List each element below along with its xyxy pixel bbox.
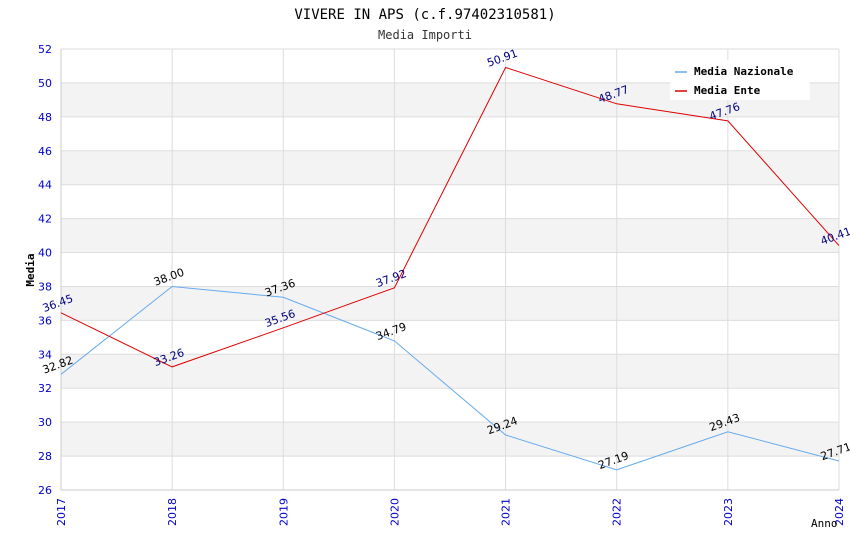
x-tick-label: 2023 <box>722 498 735 526</box>
y-tick-label: 36 <box>38 314 52 327</box>
gridlines <box>60 48 840 491</box>
y-tick-label: 52 <box>38 43 52 56</box>
plot-band <box>61 422 839 457</box>
y-tick-label: 48 <box>38 111 52 124</box>
x-tick-label: 2022 <box>611 498 624 526</box>
y-tick-label: 30 <box>38 416 52 429</box>
axes <box>60 49 839 491</box>
y-tick-label: 28 <box>38 450 52 463</box>
line-media-nazionale <box>60 285 840 471</box>
data-label: 50.91 <box>485 47 519 70</box>
y-tick-labels: 26 28 30 32 34 36 38 40 42 44 46 48 50 52 <box>38 43 52 497</box>
plot-band <box>61 286 839 321</box>
y-tick-label: 44 <box>38 179 52 192</box>
legend: Media Nazionale Media Ente <box>670 60 810 100</box>
series-lines <box>60 66 840 471</box>
y-tick-label: 34 <box>38 348 52 361</box>
chart-subtitle: Media Importi <box>378 28 472 42</box>
line-media-ente <box>60 66 840 368</box>
legend-label-media-nazionale: Media Nazionale <box>694 65 794 78</box>
x-tick-label: 2019 <box>277 498 290 526</box>
x-tick-labels: 2017 2018 2019 2020 2021 2022 2023 2024 <box>55 498 846 526</box>
x-tick-label: 2024 <box>833 498 846 526</box>
x-tick-label: 2020 <box>388 498 401 526</box>
y-tick-label: 40 <box>38 247 52 260</box>
plot-band <box>61 150 839 185</box>
y-tick-label: 50 <box>38 77 52 90</box>
y-axis-label: Media <box>24 253 37 286</box>
plot-band <box>61 218 839 253</box>
chart-title: VIVERE IN APS (c.f.97402310581) <box>294 7 555 23</box>
y-tick-label: 26 <box>38 484 52 497</box>
x-tick-label: 2021 <box>500 498 513 526</box>
legend-label-media-ente: Media Ente <box>694 84 761 97</box>
y-tick-label: 38 <box>38 280 52 293</box>
x-tick-label: 2017 <box>55 498 68 526</box>
x-axis-label: Anno <box>811 517 838 530</box>
legend-box <box>670 60 810 100</box>
y-tick-label: 42 <box>38 213 52 226</box>
y-tick-label: 32 <box>38 382 52 395</box>
data-label: 38.00 <box>152 266 186 289</box>
x-tick-label: 2018 <box>166 498 179 526</box>
y-tick-label: 46 <box>38 145 52 158</box>
